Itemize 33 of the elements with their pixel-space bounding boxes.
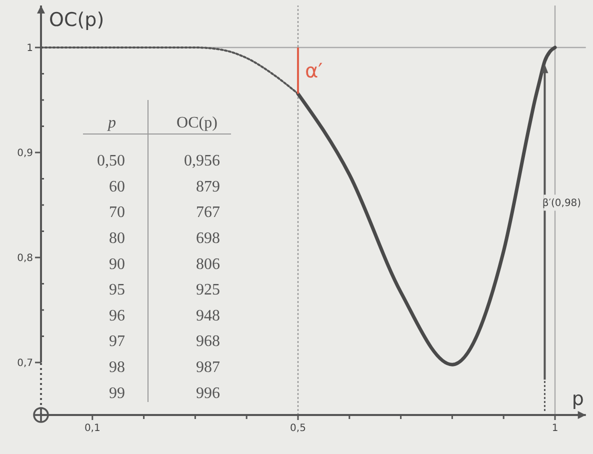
annotation: 97 [109, 333, 125, 350]
y-axis-title: OC(p) [49, 9, 104, 31]
x-axis-title: p [572, 388, 584, 410]
x-tick-label: 0,5 [290, 423, 306, 434]
annotation: 60 [109, 178, 125, 196]
annotation: 968 [196, 333, 220, 350]
y-tick-label: 0,9 [17, 148, 33, 159]
annotation: 806 [196, 256, 220, 273]
y-tick-label: 1 [26, 43, 33, 54]
annotation: α′ [305, 58, 324, 83]
x-tick-label: 0,1 [84, 423, 100, 434]
annotation: 80 [109, 230, 125, 247]
annotation: 879 [196, 178, 220, 196]
y-tick-label: 0,8 [17, 253, 33, 264]
annotation: 948 [196, 307, 220, 324]
annotation: 0,50 [97, 152, 125, 170]
annotation: OC(p) [176, 114, 218, 132]
annotation: 96 [109, 307, 125, 324]
annotation: 698 [196, 230, 220, 247]
annotation: 90 [109, 256, 125, 273]
annotation: 98 [109, 359, 125, 376]
annotation: 767 [196, 204, 220, 222]
annotation: 987 [196, 359, 220, 376]
annotation: 70 [109, 204, 125, 222]
y-tick-label: 0,7 [17, 358, 33, 369]
annotation: 95 [109, 282, 125, 299]
annotation: 99 [109, 384, 125, 402]
annotation: 996 [196, 384, 220, 402]
annotation: p [107, 114, 116, 132]
x-tick-label: 1 [552, 423, 558, 434]
annotation: 925 [196, 282, 220, 299]
annotation: 0,956 [184, 152, 220, 170]
annotation: β′(0,98) [542, 198, 582, 210]
